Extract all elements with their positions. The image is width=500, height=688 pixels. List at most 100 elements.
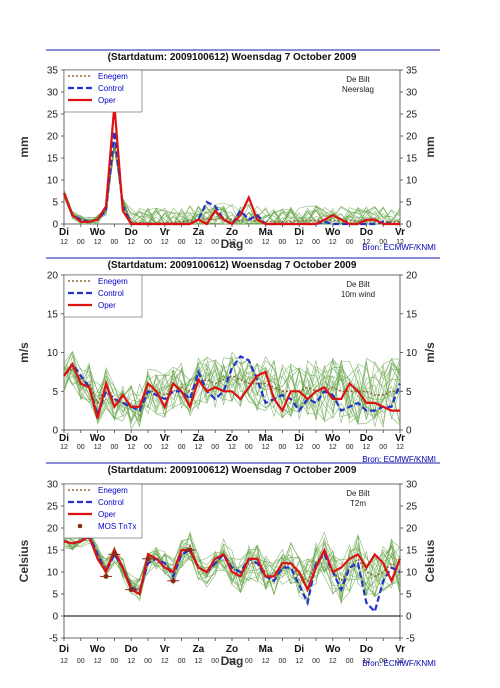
x-day-label: Vr: [395, 433, 405, 444]
chart-title: (Startdatum: 2009100612) Woensdag 7 Octo…: [108, 52, 357, 63]
x-sub-label: 00: [245, 444, 253, 451]
legend-label: Oper: [98, 301, 116, 310]
y-tick-label-right: 10: [406, 176, 418, 187]
x-day-label: Wo: [325, 227, 340, 238]
ensemble-members: [63, 350, 401, 430]
y-axis-label-right: Celsius: [423, 539, 437, 582]
x-day-label: Za: [193, 644, 205, 655]
legend-label: Oper: [98, 510, 116, 519]
x-sub-label: 12: [262, 239, 270, 246]
y-tick-label-left: 15: [47, 154, 59, 165]
legend: Enegem Control Oper: [63, 69, 143, 113]
x-day-label: Do: [360, 227, 373, 238]
source-label: Bron: ECMWF/KNMI: [362, 455, 436, 464]
chart-panel-2: (Startdatum: 2009100612) Woensdag 7 Octo…: [17, 260, 437, 464]
y-tick-label-left: 5: [52, 198, 58, 209]
x-day-label: Zo: [226, 227, 238, 238]
series-line-control: [63, 355, 402, 418]
member-line: [63, 359, 401, 425]
chart-panel-3: (Startdatum: 2009100612) Woensdag 7 Octo…: [17, 465, 437, 668]
legend-label: Control: [98, 289, 124, 298]
member-line: [63, 143, 400, 225]
y-tick-label-left: 20: [47, 271, 59, 282]
series-line-oper: [63, 535, 402, 596]
x-sub-label: 00: [211, 658, 219, 665]
series-line-enegem: [63, 366, 400, 408]
x-sub-label: 12: [295, 239, 303, 246]
y-tick-label-right: 30: [406, 88, 418, 99]
x-sub-label: 00: [111, 239, 119, 246]
x-sub-label: 12: [195, 239, 203, 246]
x-sub-label: 00: [77, 444, 85, 451]
y-tick-label-right: 15: [406, 309, 418, 320]
ensemble-members: [63, 141, 401, 225]
y-tick-label-left: 15: [47, 309, 59, 320]
series-line-oper: [62, 105, 400, 226]
x-sub-label: 00: [245, 658, 253, 665]
x-sub-label: 12: [94, 239, 102, 246]
series-line-control: [63, 532, 401, 614]
x-day-label: Di: [59, 227, 69, 238]
member-line: [63, 531, 401, 603]
x-sub-label: 12: [329, 239, 337, 246]
x-sub-label: 00: [77, 239, 85, 246]
x-sub-label: 00: [312, 444, 320, 451]
x-day-label: Za: [193, 433, 205, 444]
x-day-label: Do: [360, 644, 373, 655]
member-line: [63, 530, 401, 600]
y-tick-label-left: 30: [47, 88, 59, 99]
x-day-label: Di: [294, 227, 304, 238]
x-day-label: Vr: [395, 644, 405, 655]
variable-label: Neerslag: [342, 85, 374, 94]
x-sub-label: 00: [111, 658, 119, 665]
y-tick-label-right: 10: [406, 348, 418, 359]
y-tick-label-left: 20: [47, 132, 59, 143]
y-tick-label-right: 35: [406, 66, 418, 77]
x-sub-label: 00: [77, 658, 85, 665]
x-sub-label: 12: [396, 444, 404, 451]
member-line: [63, 142, 400, 225]
x-sub-label: 12: [363, 444, 371, 451]
location-label: De Bilt: [346, 75, 370, 84]
x-day-label: Wo: [325, 644, 340, 655]
x-sub-label: 12: [94, 444, 102, 451]
member-line: [63, 533, 401, 605]
x-sub-label: 12: [161, 444, 169, 451]
x-sub-label: 00: [178, 239, 186, 246]
y-tick-label-right: 0: [406, 612, 412, 623]
legend-label: MOS TnTx: [98, 522, 137, 531]
location-label: De Bilt: [346, 489, 370, 498]
legend-label: Enegem: [98, 486, 128, 495]
x-sub-label: 00: [178, 444, 186, 451]
y-tick-label-right: 20: [406, 271, 418, 282]
x-axis-label: Dag: [221, 654, 244, 668]
x-sub-label: 12: [195, 444, 203, 451]
x-sub-label: 00: [178, 658, 186, 665]
member-line: [63, 355, 401, 424]
member-line: [63, 351, 401, 427]
x-sub-label: 12: [329, 658, 337, 665]
y-tick-label-left: 25: [47, 110, 59, 121]
x-day-label: Vr: [160, 433, 170, 444]
legend-frame: [63, 274, 143, 318]
x-day-label: Do: [125, 644, 138, 655]
x-day-label: Ma: [259, 433, 273, 444]
x-sub-label: 12: [161, 658, 169, 665]
y-axis-label-left: mm: [17, 136, 31, 157]
y-tick-label-right: 15: [406, 154, 418, 165]
x-day-label: Za: [193, 227, 205, 238]
x-sub-label: 00: [144, 239, 152, 246]
x-sub-label: 00: [211, 239, 219, 246]
member-line: [63, 530, 401, 596]
y-axis-label-right: mm: [423, 136, 437, 157]
x-sub-label: 12: [363, 239, 371, 246]
source-label: Bron: ECMWF/KNMI: [362, 243, 436, 252]
x-day-label: Wo: [90, 227, 105, 238]
y-tick-label-right: 20: [406, 524, 418, 535]
member-line: [63, 358, 401, 423]
y-axis-label-left: Celsius: [17, 539, 31, 582]
x-sub-label: 00: [346, 658, 354, 665]
legend: Enegem Control Oper MOS TnTx: [63, 483, 143, 539]
x-day-label: Di: [294, 433, 304, 444]
x-sub-label: 12: [127, 658, 135, 665]
